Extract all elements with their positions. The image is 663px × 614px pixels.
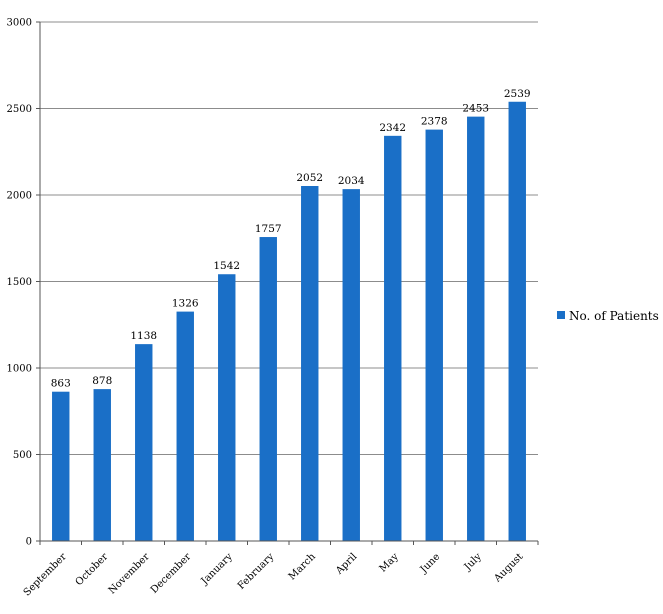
data-label: 1757 [255,223,282,235]
data-label: 878 [92,375,112,387]
data-label: 2052 [296,172,323,184]
bar [93,389,111,541]
x-tick-label: April [333,551,359,577]
bar [467,116,485,542]
legend: No. of Patients [557,309,659,323]
x-tick-label: September [22,551,69,598]
bar [342,189,360,542]
x-tick-label: January [199,551,235,587]
x-tick-label: February [236,551,277,592]
x-tick-label: March [287,551,319,583]
y-tick-label: 3000 [7,18,32,29]
x-tick-label: August [492,551,526,585]
y-tick-label: 1000 [7,364,32,375]
y-tick-label: 500 [13,450,32,461]
data-label: 2453 [462,103,489,115]
data-label: 2539 [504,88,531,100]
x-tick-label: May [378,551,401,574]
x-tick-label: October [74,551,111,588]
bar [425,129,443,541]
x-tick-label: June [418,551,443,576]
bar [508,101,526,542]
y-tick-label: 0 [26,537,32,548]
y-tick-label: 1500 [7,277,32,288]
bar [218,274,236,541]
gridlines [36,21,538,542]
x-tick-label: December [149,551,194,596]
bars [52,101,526,542]
bar [52,391,70,541]
legend-label: No. of Patients [569,309,659,323]
data-labels: 863 878 1138 1326 1542 1757 2052 2034 2342 2378 24… [51,88,531,390]
data-label: 2342 [379,122,406,134]
x-tick-label: November [107,551,152,596]
data-label: 863 [51,378,71,390]
bar [301,186,319,541]
y-tick-label: 2500 [7,104,32,115]
bar [384,135,402,542]
y-tick-label: 2000 [7,191,32,202]
data-label: 1542 [213,260,240,272]
data-label: 1138 [130,330,157,342]
bar [259,237,277,541]
data-label: 2034 [338,175,365,187]
x-tick-label: July [462,551,484,573]
data-label: 1326 [172,298,199,310]
bar [135,344,153,541]
data-label: 2378 [421,116,448,128]
y-axis-ticks: 0 500 1000 1500 2000 2500 3000 [7,18,32,548]
legend-swatch [557,311,565,319]
bar [176,311,194,541]
